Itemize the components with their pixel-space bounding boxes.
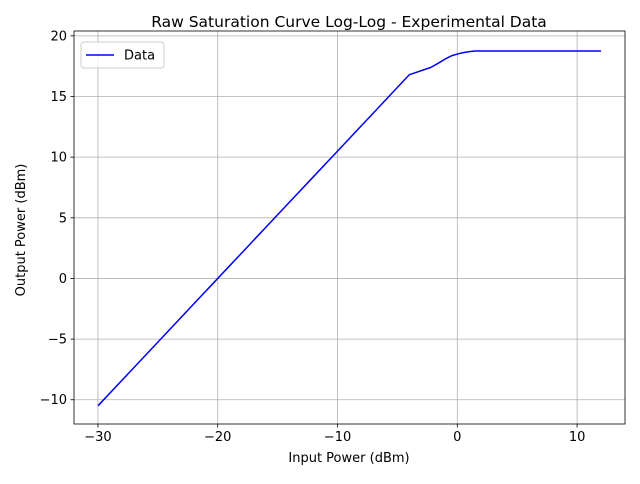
x-axis-label: Input Power (dBm) bbox=[288, 451, 409, 466]
y-tick-label: 20 bbox=[50, 29, 67, 44]
plot-frame bbox=[73, 30, 626, 425]
x-tick-label: −30 bbox=[84, 430, 111, 445]
tick-layer: −30 −20 −10 0 10 −10 −5 0 5 10 15 20 bbox=[40, 29, 586, 445]
y-tick-label: −10 bbox=[40, 393, 67, 408]
x-tick-label: 10 bbox=[569, 430, 586, 445]
y-tick-label: −5 bbox=[48, 333, 67, 348]
y-tick-label: 5 bbox=[59, 211, 67, 226]
y-tick-label: 0 bbox=[59, 272, 67, 287]
axes-frame bbox=[73, 30, 626, 425]
grid-layer bbox=[74, 31, 625, 424]
y-axis-label: Output Power (dBm) bbox=[14, 164, 29, 297]
x-tick-label: −10 bbox=[324, 430, 351, 445]
x-tick-label: −20 bbox=[204, 430, 231, 445]
x-tick-label: 0 bbox=[453, 430, 461, 445]
y-tick-label: 15 bbox=[50, 90, 67, 105]
legend-label-data: Data bbox=[124, 49, 155, 64]
legend-box bbox=[80, 41, 165, 69]
series-layer bbox=[97, 50, 602, 407]
legend: Data bbox=[80, 41, 165, 69]
chart-title: Raw Saturation Curve Log-Log - Experimen… bbox=[151, 13, 547, 31]
y-tick-label: 10 bbox=[50, 151, 67, 166]
series-line-data bbox=[97, 50, 602, 407]
